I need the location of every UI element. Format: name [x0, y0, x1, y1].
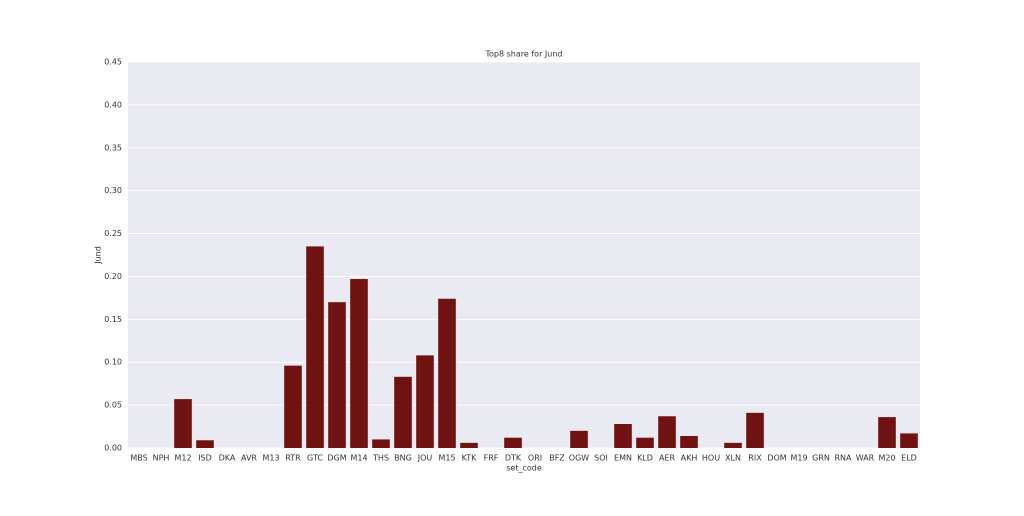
bar — [900, 433, 918, 448]
y-tick-label: 0.40 — [104, 100, 122, 109]
bar — [658, 416, 676, 448]
x-tick-label: ISD — [198, 454, 212, 463]
bar — [636, 437, 654, 448]
bar — [504, 437, 522, 448]
bar — [416, 355, 434, 448]
bar — [372, 439, 390, 448]
x-tick-label: WAR — [856, 454, 875, 463]
x-tick-label: M13 — [262, 454, 279, 463]
bar — [438, 298, 456, 448]
x-tick-label: BNG — [394, 454, 412, 463]
x-axis-label: set_code — [506, 464, 542, 473]
bar — [394, 376, 412, 448]
x-tick-label: M19 — [790, 454, 807, 463]
bar — [196, 440, 214, 448]
x-tick-label: GTC — [307, 454, 323, 463]
x-tick-label: HOU — [702, 454, 720, 463]
x-tick-label: ORI — [528, 454, 542, 463]
x-tick-label: MBS — [130, 454, 147, 463]
y-tick-label: 0.15 — [104, 315, 122, 324]
x-tick-label: OGW — [569, 454, 589, 463]
bar — [306, 246, 324, 448]
y-tick-label: 0.05 — [104, 401, 122, 410]
x-tick-label: FRF — [484, 454, 499, 463]
bar — [878, 417, 896, 448]
x-tick-label: M14 — [350, 454, 367, 463]
x-tick-label: DTK — [505, 454, 522, 463]
bar — [570, 430, 588, 448]
bar — [614, 423, 632, 448]
x-tick-label: RNA — [834, 454, 852, 463]
x-tick-label: M12 — [174, 454, 191, 463]
x-tick-label: DOM — [767, 454, 786, 463]
bar — [174, 399, 192, 448]
bar — [680, 435, 698, 448]
x-tick-label: JOU — [417, 454, 433, 463]
bar — [746, 412, 764, 448]
x-tick-label: THS — [372, 454, 389, 463]
bar — [350, 279, 368, 448]
y-tick-label: 0.45 — [104, 58, 122, 67]
x-tick-label: DGM — [327, 454, 346, 463]
x-tick-label: DKA — [219, 454, 236, 463]
y-tick-label: 0.30 — [104, 186, 122, 195]
x-tick-label: EMN — [614, 454, 632, 463]
y-tick-label: 0.35 — [104, 143, 122, 152]
x-tick-label: XLN — [725, 454, 741, 463]
x-tick-label: AVR — [241, 454, 257, 463]
x-tick-label: AER — [659, 454, 676, 463]
x-tick-label: KTK — [462, 454, 478, 463]
y-tick-label: 0.10 — [104, 358, 122, 367]
x-tick-label: AKH — [681, 454, 698, 463]
x-tick-label: GRN — [812, 454, 830, 463]
x-tick-label: RIX — [748, 454, 762, 463]
y-tick-label: 0.00 — [104, 444, 122, 453]
y-axis-label: Jund — [94, 246, 103, 265]
x-tick-label: M15 — [438, 454, 455, 463]
x-tick-label: M20 — [878, 454, 895, 463]
x-tick-label: BFZ — [549, 454, 565, 463]
bar — [724, 442, 742, 448]
bar — [328, 302, 346, 448]
x-tick-label: SOI — [594, 454, 608, 463]
x-tick-label: NPH — [153, 454, 170, 463]
plot-area — [128, 62, 920, 448]
chart-title: Top8 share for Jund — [485, 50, 563, 59]
x-tick-label: ELD — [901, 454, 917, 463]
x-tick-label: RTR — [285, 454, 301, 463]
y-tick-label: 0.25 — [104, 229, 122, 238]
bar — [460, 442, 478, 448]
bar — [284, 365, 302, 448]
x-tick-label: KLD — [637, 454, 653, 463]
y-tick-label: 0.20 — [104, 272, 122, 281]
